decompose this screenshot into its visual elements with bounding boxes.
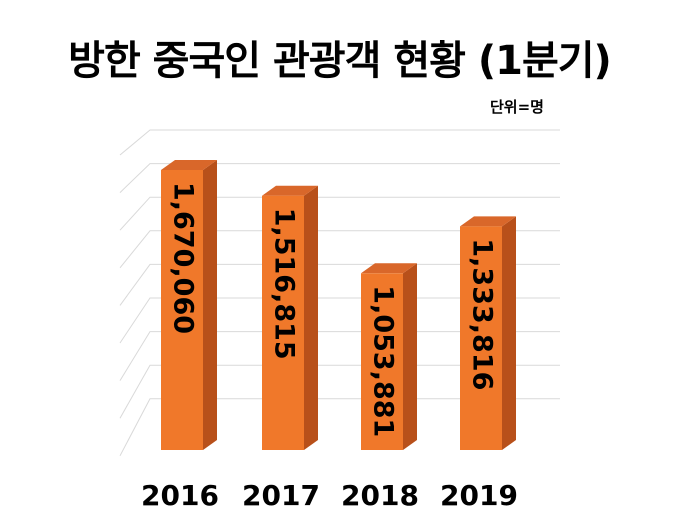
value-label: 1,670,060	[168, 182, 199, 334]
bar-side	[304, 185, 318, 450]
category-label: 2016	[141, 479, 219, 512]
gridline	[119, 398, 560, 457]
gridlines	[119, 129, 560, 457]
bar-2017	[262, 195, 304, 450]
gridline	[119, 196, 560, 231]
category-label: 2019	[440, 479, 518, 512]
unit-label: 단위=명	[490, 98, 544, 116]
bar-top	[460, 216, 516, 227]
gridline	[119, 331, 560, 381]
gridline	[119, 129, 560, 156]
gridline	[119, 230, 560, 269]
category-label: 2018	[341, 479, 419, 512]
bar-2016	[161, 170, 203, 450]
bar-side	[403, 263, 417, 450]
bar-top	[262, 185, 318, 196]
bars	[161, 160, 516, 450]
value-label: 1,053,881	[368, 285, 399, 437]
gridline	[119, 263, 560, 306]
value-label: 1,333,816	[467, 238, 498, 390]
bar-side	[502, 216, 516, 450]
gridline	[119, 163, 560, 193]
bar-2018	[361, 273, 403, 450]
bar-2019	[460, 226, 502, 450]
gridline	[119, 297, 560, 344]
bar-top	[361, 263, 417, 274]
labels: 1,670,060 2016 1,516,815 2017 1,053,881 2018 1…	[141, 182, 518, 512]
chart-title: 방한 중국인 관광객 현황 (1분기)	[68, 38, 612, 84]
bar-side	[203, 160, 217, 450]
bar-top	[161, 160, 217, 170]
gridline	[119, 364, 560, 419]
category-label: 2017	[242, 479, 320, 512]
value-label: 1,516,815	[269, 208, 300, 360]
